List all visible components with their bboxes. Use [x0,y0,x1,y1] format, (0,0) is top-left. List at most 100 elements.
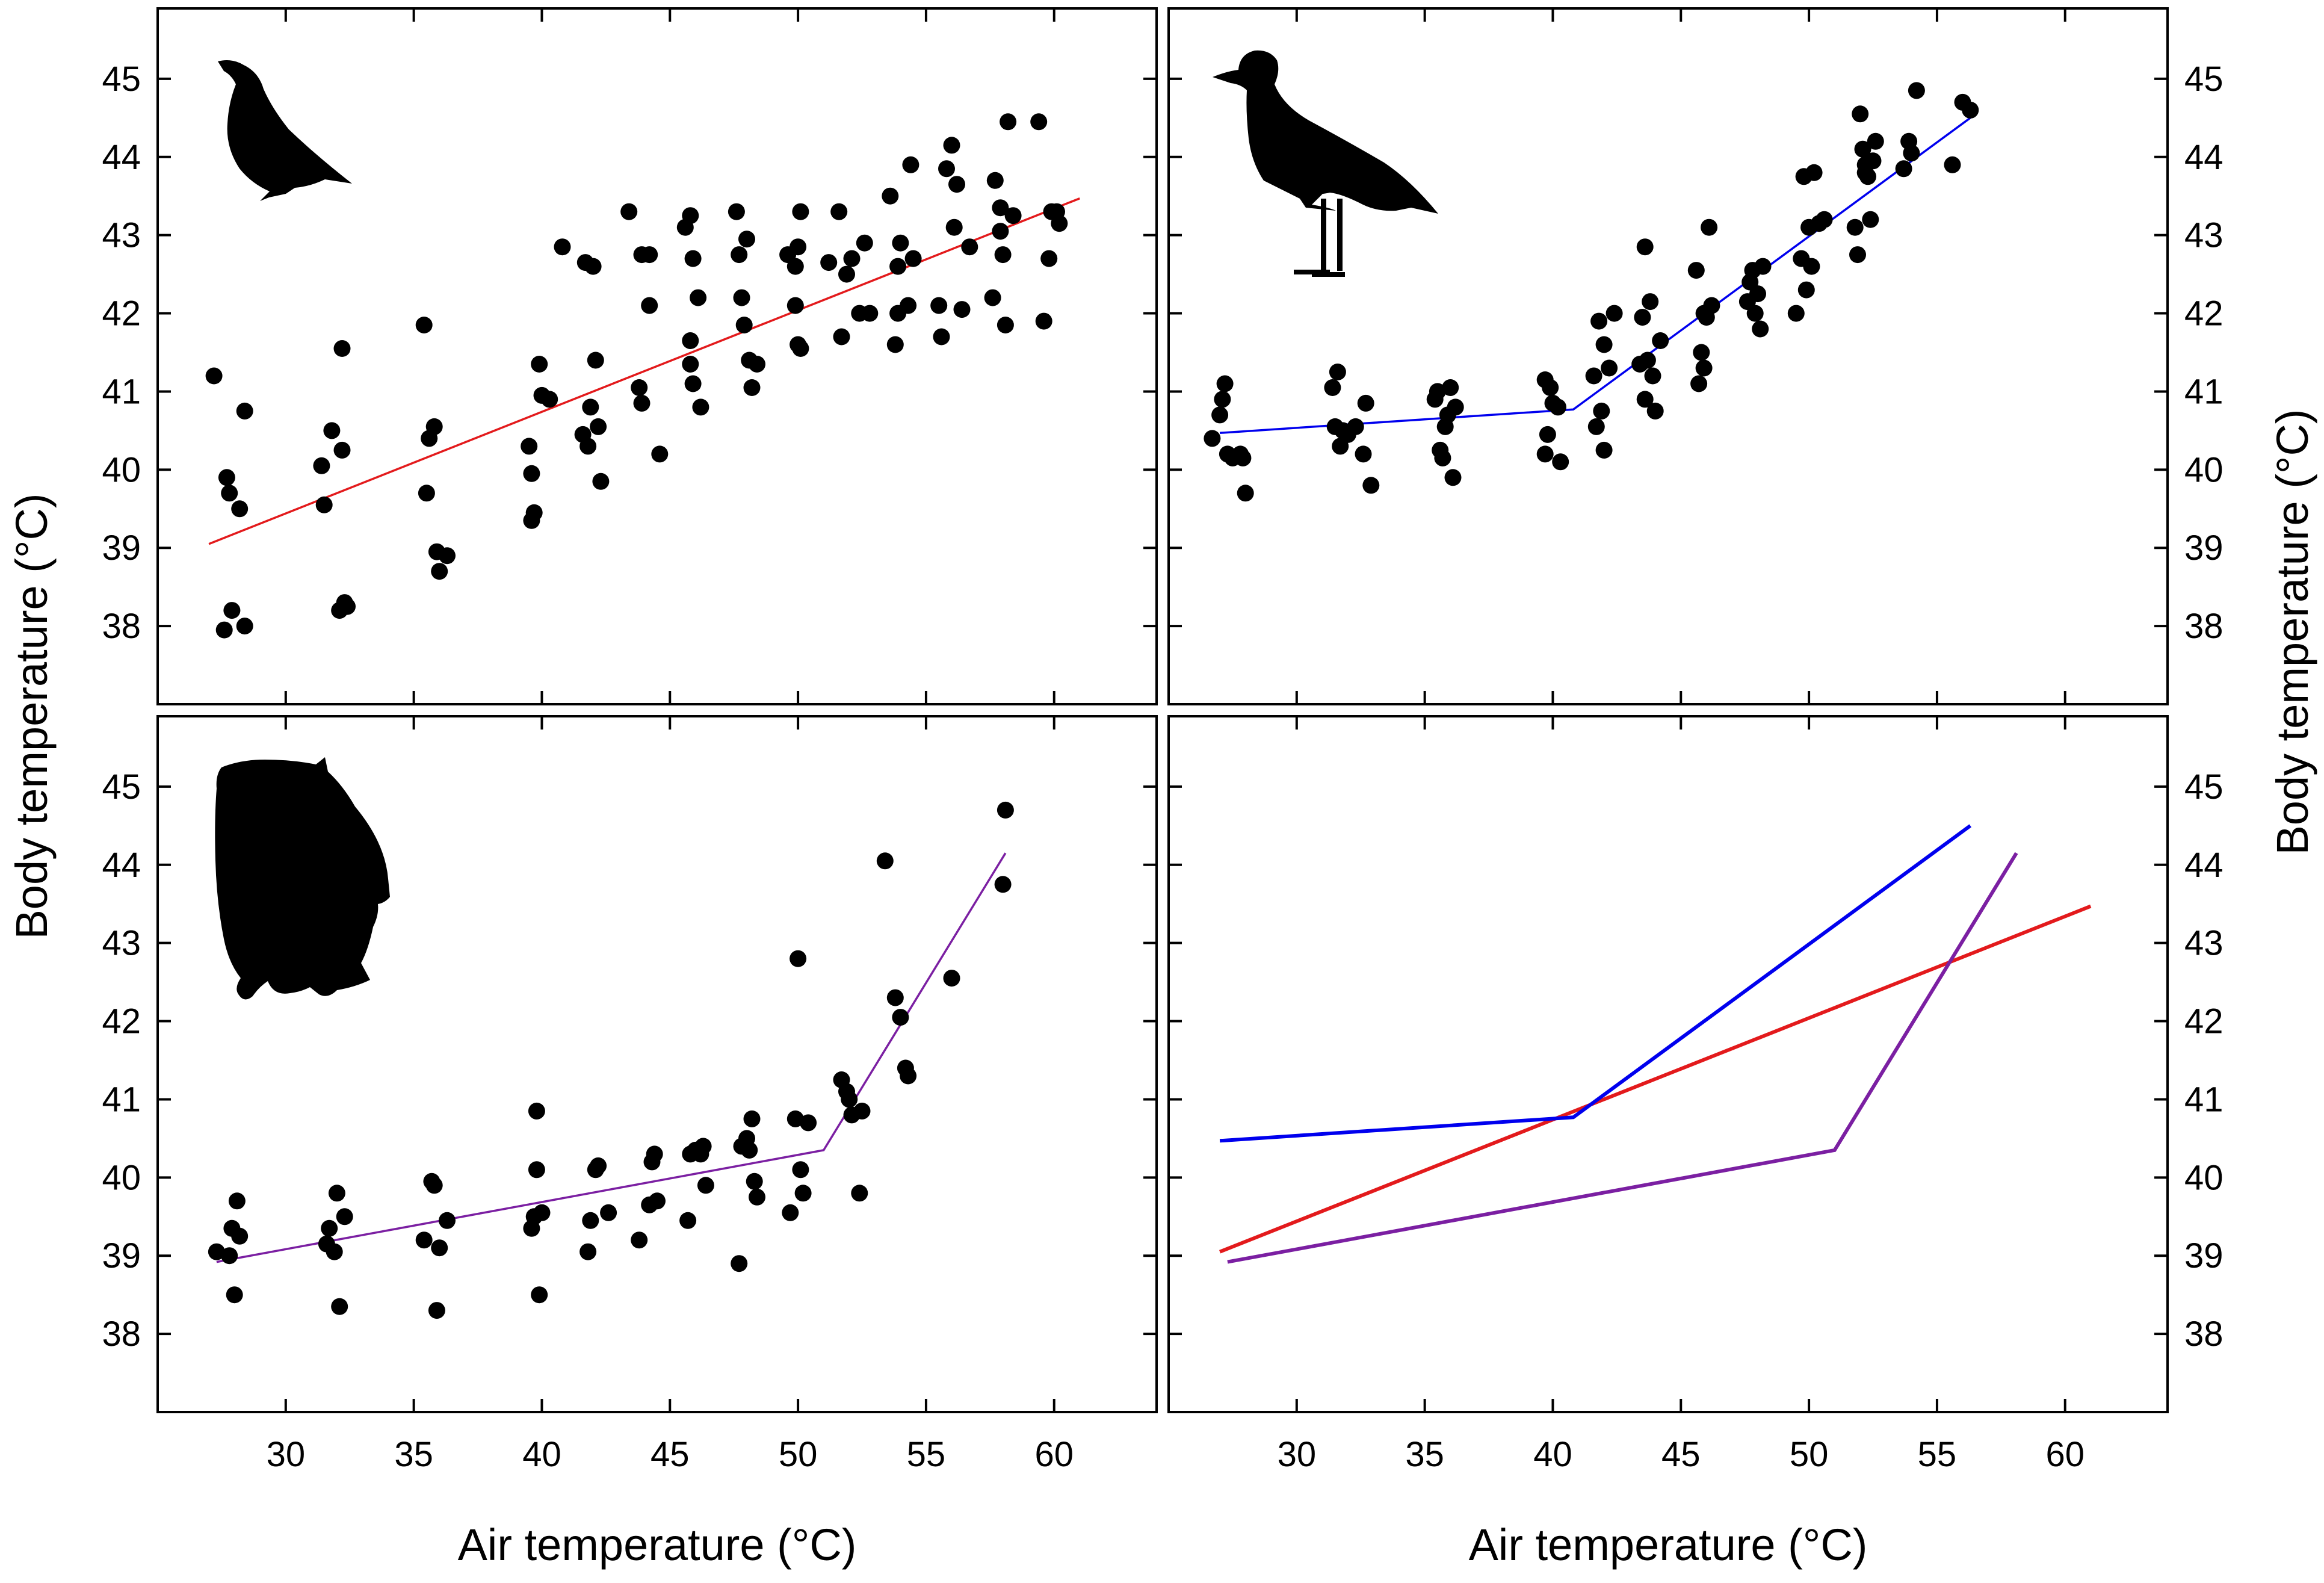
data-point [215,621,233,639]
data-point [439,547,456,565]
data-point [945,218,963,236]
data-point [1000,113,1017,131]
data-point [331,1298,348,1315]
x-axis-title-right: Air temperature (°C) [1469,1520,1868,1570]
data-point [1797,281,1815,299]
data-point [690,289,707,306]
data-point [838,265,855,283]
y-axis-title-left: Body temperature (°C) [7,493,57,939]
data-point [1701,218,1718,236]
data-point [790,950,807,967]
data-point [531,356,548,373]
data-point [415,317,433,333]
series-line-grouse [1219,904,2092,1254]
x-tick-label: 55 [1918,1435,1957,1474]
data-point [651,445,669,463]
data-point [1601,359,1618,377]
data-point [333,441,351,459]
data-point [579,1243,597,1260]
series-line-owl [1227,852,2018,1264]
y-tick-label: 40 [102,1158,141,1197]
x-tick-label: 30 [267,1435,306,1474]
data-point [833,328,850,345]
x-tick-label: 40 [522,1435,561,1474]
data-point [579,438,597,455]
data-point [731,246,748,264]
data-point [731,1255,748,1272]
data-point [439,1212,456,1229]
data-point [1846,218,1864,236]
data-point [1805,164,1823,181]
data-point [735,317,753,333]
data-point [792,1161,809,1179]
data-point [1035,312,1052,330]
data-point [1590,312,1608,330]
x-tick-label: 50 [1790,1435,1829,1474]
data-point [853,1102,871,1120]
data-point [1636,238,1654,256]
panel-frame-top-left [156,7,1158,705]
data-point [1051,215,1068,232]
data-point [313,457,330,474]
data-point [886,336,904,353]
data-point [641,297,658,314]
x-tick-label: 40 [1533,1435,1572,1474]
fit-line-grouse [208,197,1080,545]
data-point [226,1286,243,1304]
data-point [1754,258,1772,275]
data-point [333,340,351,357]
y-tick-label: 44 [102,846,141,885]
data-point [1595,336,1613,353]
data-point [1593,402,1610,420]
data-point [336,1208,353,1225]
data-point [886,989,904,1006]
y-tick-label: 43 [102,924,141,963]
y-tick-label: 38 [2184,607,2224,646]
data-point [584,258,602,275]
data-point [1357,394,1374,412]
data-point [223,602,241,619]
data-point [587,352,604,369]
data-point [633,246,651,264]
data-point [1908,82,1925,99]
data-point [1539,426,1556,443]
data-point [889,258,907,275]
y-tick-label: 39 [102,1236,141,1275]
data-point [1214,391,1231,408]
owl-bird-icon [215,757,390,1000]
data-point [830,203,848,220]
data-point [646,1145,663,1163]
data-point [792,340,809,357]
data-point [787,258,804,275]
data-point [992,199,1009,217]
y-tick-label: 45 [102,767,141,807]
data-point [1634,309,1651,326]
data-point [1749,285,1766,303]
data-point [943,137,960,154]
data-point [649,1192,666,1210]
data-point [1816,211,1833,228]
y-tick-label: 38 [102,607,141,646]
data-point [938,160,955,178]
y-tick-label: 45 [2184,767,2224,807]
data-point [984,289,1001,306]
data-point [820,254,838,271]
y-tick-label: 45 [2184,60,2224,99]
data-point [1442,379,1459,396]
data-point [1585,367,1602,385]
data-point [236,402,253,420]
data-point [321,1219,338,1237]
data-point [418,485,435,502]
data-point [205,367,223,385]
chart-bottom-left: 30 35 40 45 50 55 60 38 39 40 41 42 43 44 45 [102,716,1157,1474]
y-tick-label: 39 [102,528,141,568]
x-tick-label: 60 [2045,1435,2084,1474]
data-point [1803,258,1820,275]
data-point [738,231,755,248]
data-point [1962,101,1979,119]
y-tick-label: 44 [2184,138,2224,177]
data-point [1652,332,1669,349]
data-point [525,504,543,521]
data-point [1642,293,1659,311]
data-point [904,250,922,267]
